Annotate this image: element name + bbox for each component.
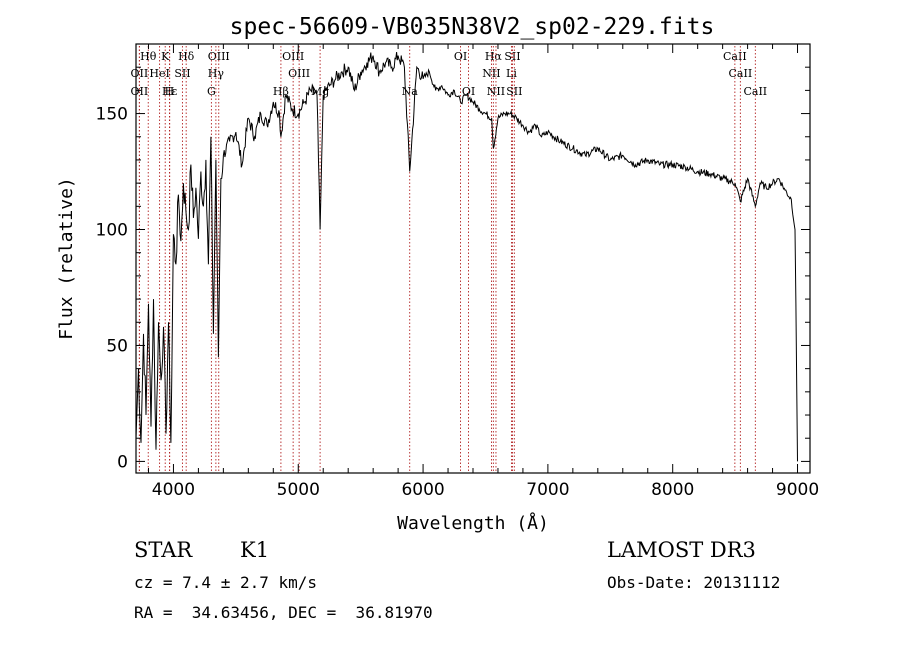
line-marker-label: OI — [454, 50, 467, 63]
line-marker-label: Hγ — [208, 67, 225, 80]
survey-name: LAMOST DR3 — [607, 538, 756, 562]
coordinates-text: RA = 34.63456, DEC = 36.81970 — [134, 603, 433, 622]
x-tick-label: 7000 — [526, 480, 569, 500]
line-marker-label: Hθ — [140, 50, 157, 63]
object-class: STAR — [134, 538, 193, 562]
line-marker-label: OIII — [282, 50, 304, 63]
line-marker-label: SII — [174, 67, 190, 80]
redshift-text: cz = 7.4 ± 2.7 km/s — [134, 573, 318, 592]
y-tick-label: 0 — [117, 452, 128, 472]
line-marker-label: OI — [462, 85, 475, 98]
y-tick-label: 100 — [96, 221, 128, 241]
x-tick-label: 4000 — [152, 480, 195, 500]
x-axis-label: Wavelength (Å) — [397, 512, 549, 534]
line-marker-label: OIII — [288, 67, 310, 80]
y-tick-label: 50 — [106, 336, 128, 356]
x-tick-label: 9000 — [776, 480, 819, 500]
line-marker-label: OIII — [208, 50, 230, 63]
x-tick-label: 6000 — [401, 480, 444, 500]
x-tick-label: 5000 — [277, 480, 320, 500]
line-marker-label: HeI — [149, 67, 169, 80]
line-marker-label: SII — [504, 50, 520, 63]
spectrum-line — [135, 51, 798, 462]
plot-frame — [135, 43, 811, 474]
observation-date: Obs-Date: 20131112 — [607, 573, 781, 592]
line-marker-label: NII — [482, 67, 500, 80]
line-marker-label: Na — [402, 85, 419, 98]
line-marker-label: OII — [131, 67, 149, 80]
line-marker-label: Li — [506, 67, 517, 80]
axis-ticks: 4000 5000 6000 7000 8000 9000 0 50 100 150 — [96, 44, 819, 500]
line-marker-label: H — [165, 85, 175, 98]
y-axis-label: Flux (relative) — [56, 177, 77, 340]
line-marker-label: OII — [131, 85, 149, 98]
line-marker-label: CaII — [729, 67, 753, 80]
series-layer — [135, 51, 798, 462]
line-marker-label: CaII — [743, 85, 767, 98]
line-marker-label: G — [207, 85, 216, 98]
line-marker-label: NII — [487, 85, 505, 98]
chart-title: spec-56609-VB035N38V2_sp02-229.fits — [230, 14, 715, 40]
line-marker-label: Hβ — [273, 85, 289, 98]
line-marker-label: Hδ — [178, 50, 195, 63]
y-tick-label: 150 — [96, 105, 128, 125]
line-marker-label: K — [161, 50, 170, 63]
object-subclass: K1 — [240, 538, 270, 562]
line-marker-label: SII — [506, 85, 522, 98]
line-marker-label: Hα — [485, 50, 503, 63]
x-tick-label: 8000 — [651, 480, 694, 500]
line-marker-label: CaII — [723, 50, 747, 63]
